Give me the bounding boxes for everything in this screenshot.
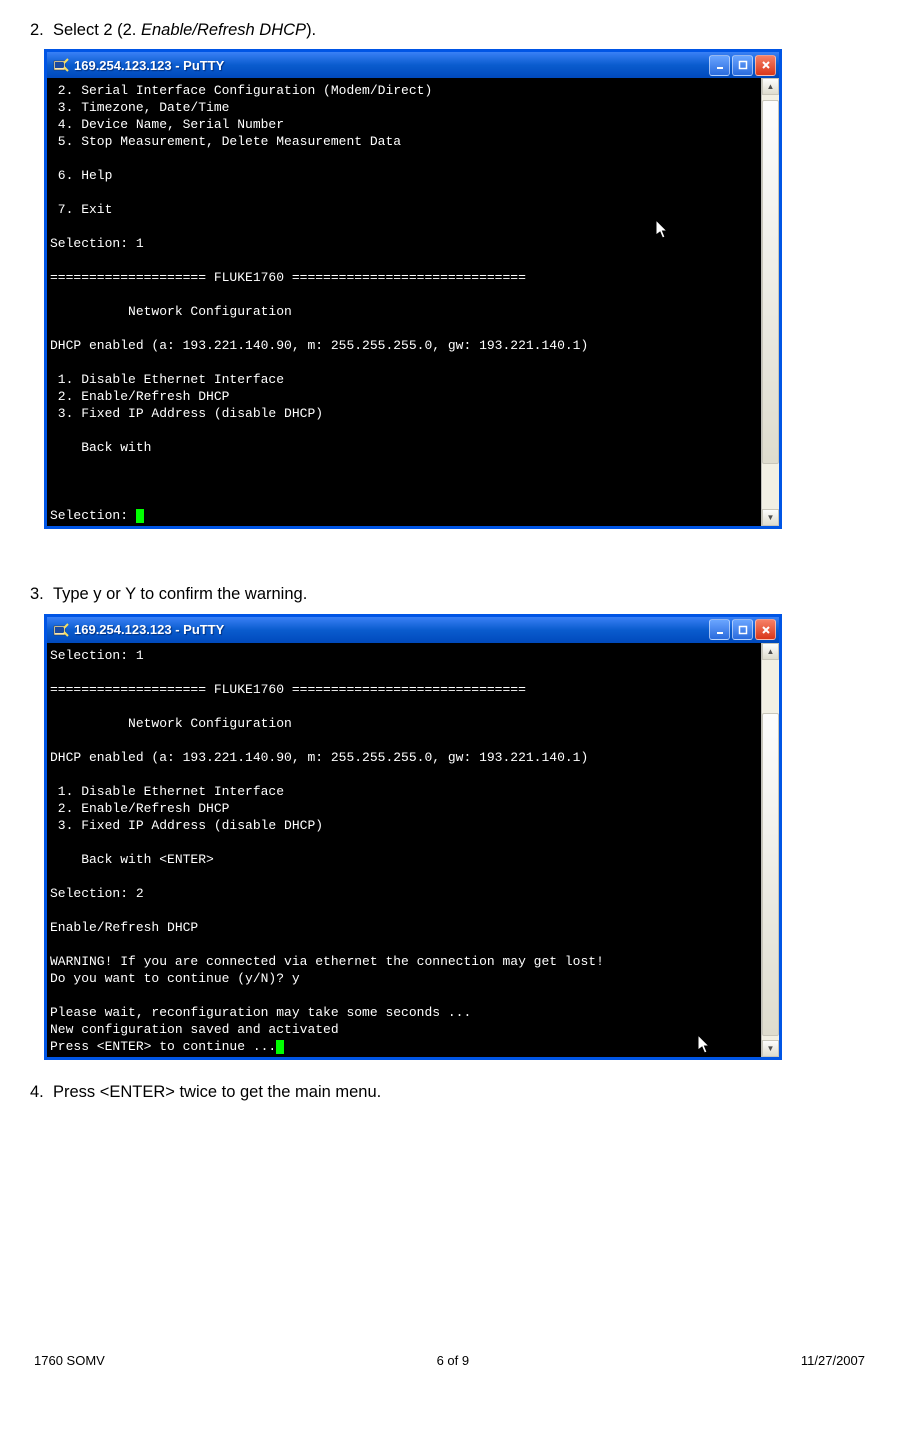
minimize-button[interactable] [709, 55, 730, 76]
terminal-body: Selection: 1 ==================== FLUKE1… [47, 643, 779, 1057]
footer-center: 6 of 9 [437, 1353, 470, 1368]
step3-instruction: 3. Type y or Y to confirm the warning. [30, 584, 869, 605]
terminal-2[interactable]: Selection: 1 ==================== FLUKE1… [47, 643, 761, 1057]
step2-number: 2. [30, 21, 44, 39]
putty-window-1: 169.254.123.123 - PuTTY 2. Serial Interf… [44, 49, 782, 529]
scroll-track[interactable] [762, 660, 779, 1040]
cursor-block [276, 1040, 284, 1054]
titlebar[interactable]: 169.254.123.123 - PuTTY [47, 52, 779, 78]
maximize-button[interactable] [732, 55, 753, 76]
scroll-track[interactable] [762, 95, 779, 509]
maximize-button[interactable] [732, 619, 753, 640]
step2-text-a: Select 2 (2. [53, 21, 141, 39]
scroll-up-button[interactable]: ▲ [762, 643, 779, 660]
scroll-thumb[interactable] [762, 100, 779, 464]
step2-text-b: ). [306, 21, 316, 39]
scroll-thumb[interactable] [762, 713, 779, 1036]
step4-text: Press <ENTER> twice to get the main menu… [53, 1083, 381, 1101]
scroll-down-button[interactable]: ▼ [762, 1040, 779, 1057]
page-footer: 1760 SOMV 6 of 9 11/27/2007 [30, 1353, 869, 1368]
scroll-up-button[interactable]: ▲ [762, 78, 779, 95]
window-title: 169.254.123.123 - PuTTY [74, 622, 224, 637]
step3-text: Type y or Y to confirm the warning. [53, 585, 307, 603]
scrollbar[interactable]: ▲ ▼ [761, 78, 779, 526]
step2-text-italic: Enable/Refresh DHCP [141, 21, 306, 39]
scrollbar[interactable]: ▲ ▼ [761, 643, 779, 1057]
step4-instruction: 4. Press <ENTER> twice to get the main m… [30, 1082, 869, 1103]
terminal-body: 2. Serial Interface Configuration (Modem… [47, 78, 779, 526]
step4-number: 4. [30, 1083, 44, 1101]
step2-instruction: 2. Select 2 (2. Enable/Refresh DHCP). [30, 20, 869, 41]
window-buttons [709, 55, 776, 76]
minimize-button[interactable] [709, 619, 730, 640]
step3-number: 3. [30, 585, 44, 603]
titlebar[interactable]: 169.254.123.123 - PuTTY [47, 617, 779, 643]
close-button[interactable] [755, 619, 776, 640]
putty-icon [53, 57, 69, 73]
putty-window-2: 169.254.123.123 - PuTTY Selection: 1 ===… [44, 614, 782, 1060]
footer-right: 11/27/2007 [801, 1353, 865, 1368]
scroll-down-button[interactable]: ▼ [762, 509, 779, 526]
window-title: 169.254.123.123 - PuTTY [74, 58, 224, 73]
footer-left: 1760 SOMV [34, 1353, 105, 1368]
terminal-1[interactable]: 2. Serial Interface Configuration (Modem… [47, 78, 761, 526]
putty-icon [53, 622, 69, 638]
close-button[interactable] [755, 55, 776, 76]
window-buttons [709, 619, 776, 640]
cursor-block [136, 509, 144, 523]
